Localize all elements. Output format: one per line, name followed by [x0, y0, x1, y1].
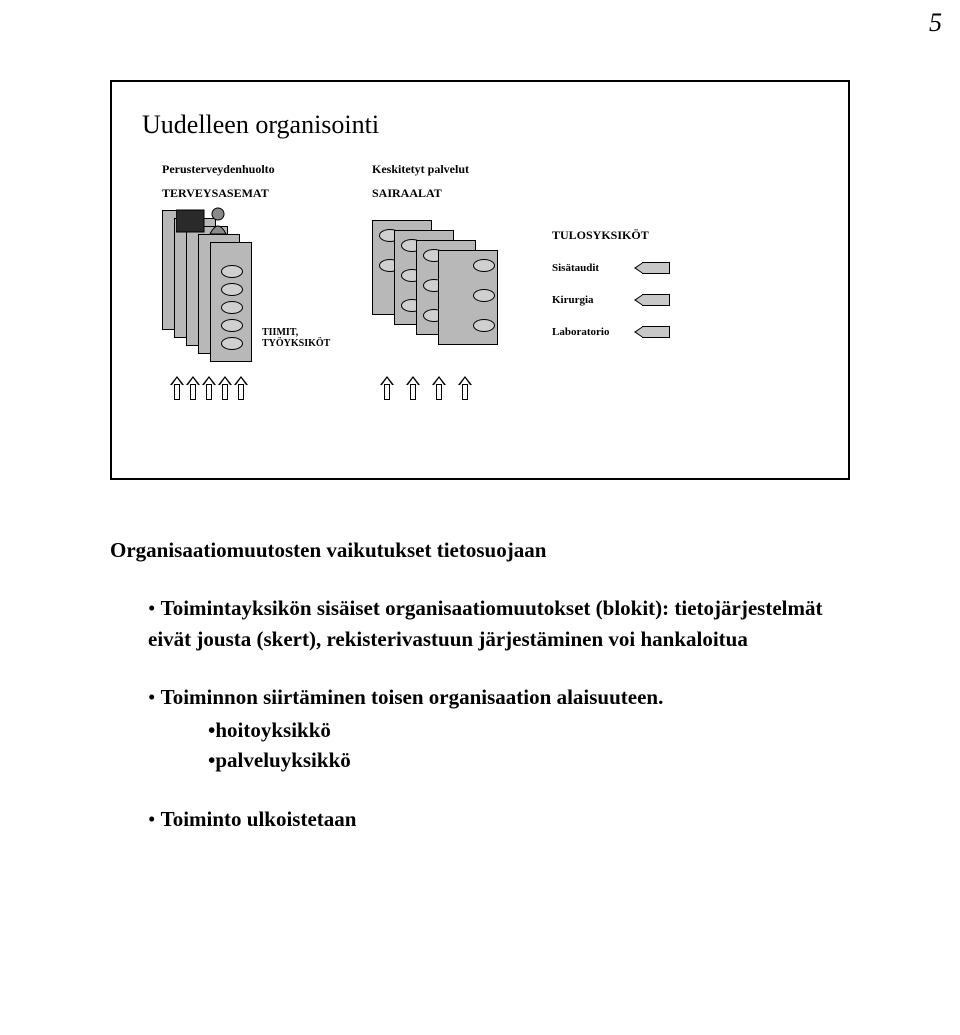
page: 5 Uudelleen organisointi Perusterveydenh… [0, 0, 960, 1035]
slide-frame: Uudelleen organisointi Perusterveydenhuo… [110, 80, 850, 480]
tiimit-line2: TYÖYKSIKÖT [262, 338, 330, 349]
body-sub-0: •hoitoyksikkö [208, 715, 850, 745]
up-arrow-icon [202, 376, 216, 402]
col-sub-mid: SAIRAALAT [372, 186, 442, 201]
result-row-1: Kirurgia [552, 294, 594, 306]
col-sub-left: TERVEYSASEMAT [162, 186, 269, 201]
left-arrow-icon [642, 294, 670, 306]
tiimit-label: TIIMIT, TYÖYKSIKÖT [262, 327, 330, 349]
up-arrow-icon [186, 376, 200, 402]
body-sub-1: •palveluyksikkö [208, 745, 850, 775]
result-row-0: Sisätaudit [552, 262, 599, 274]
body-text: Organisaatiomuutosten vaikutukset tietos… [110, 535, 850, 862]
page-number-mark: 5 [929, 8, 942, 38]
up-arrow-icon [432, 376, 446, 402]
up-arrow-icon [170, 376, 184, 402]
up-arrow-icon [218, 376, 232, 402]
body-item-0: Toimintayksikön sisäiset organisaatiomuu… [148, 593, 850, 654]
person-icon [176, 206, 236, 236]
up-arrow-icon [234, 376, 248, 402]
up-arrow-icon [406, 376, 420, 402]
body-heading: Organisaatiomuutosten vaikutukset tietos… [110, 535, 850, 565]
diagram: Perusterveydenhuolto Keskitetyt palvelut… [142, 162, 818, 462]
card [438, 250, 498, 345]
up-arrow-row-left [170, 376, 248, 402]
body-item-2: Toiminto ulkoistetaan [148, 804, 850, 834]
result-row-2: Laboratorio [552, 326, 609, 338]
results-heading: TULOSYKSIKÖT [552, 228, 649, 243]
up-arrow-row-mid [380, 376, 472, 402]
col-heading-mid: Keskitetyt palvelut [372, 162, 469, 177]
up-arrow-icon [380, 376, 394, 402]
body-item-1: Toiminnon siirtäminen toisen organisaati… [148, 682, 850, 775]
mid-card-stack [372, 220, 522, 350]
card [210, 242, 252, 362]
left-arrow-icon [642, 326, 670, 338]
tiimit-line1: TIIMIT, [262, 327, 298, 338]
left-arrow-icon [642, 262, 670, 274]
col-heading-left: Perusterveydenhuolto [162, 162, 275, 177]
slide-title: Uudelleen organisointi [142, 110, 818, 140]
up-arrow-icon [458, 376, 472, 402]
